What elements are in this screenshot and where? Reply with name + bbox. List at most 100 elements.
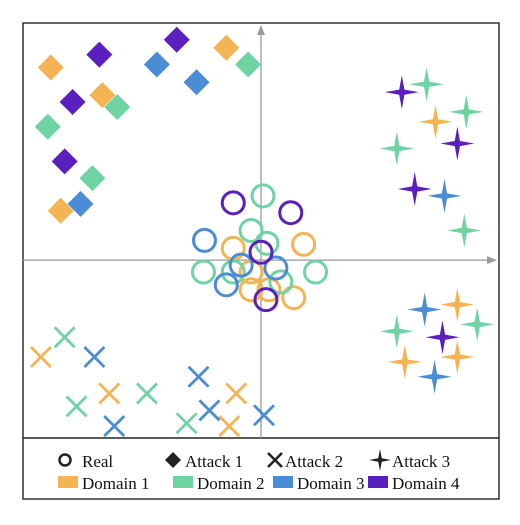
point-attack-3-domain-2	[447, 213, 482, 248]
point-attack-1-domain-4	[163, 26, 190, 53]
point-attack-3-domain-4	[397, 172, 432, 206]
legend-item-attack-2: Attack 2	[267, 452, 343, 471]
point-attack-3-domain-2	[379, 314, 414, 349]
point-attack-1-domain-4	[59, 89, 86, 116]
point-attack-1-domain-1	[37, 54, 64, 81]
point-attack-3-domain-3	[407, 292, 442, 327]
point-attack-3-domain-2	[449, 94, 484, 129]
legend-item-attack-3: Attack 3	[369, 449, 450, 471]
point-attack-2-domain-2	[65, 395, 88, 418]
legend-swatch	[273, 476, 293, 488]
legend-swatch	[58, 476, 78, 488]
point-attack-1-domain-4	[51, 148, 78, 175]
point-attack-3-domain-2	[460, 307, 495, 342]
point-attack-1-domain-3	[67, 190, 94, 217]
point-real-domain-2	[220, 259, 246, 285]
point-attack-2-domain-2	[135, 382, 158, 405]
series-attack-2-domain-2	[53, 326, 198, 435]
legend-swatch	[173, 476, 193, 488]
point-attack-1-domain-1	[89, 82, 116, 109]
point-attack-2-domain-2	[53, 326, 76, 349]
point-real-domain-4	[278, 200, 304, 226]
legend-item-real: Real	[58, 452, 113, 471]
point-attack-2-domain-2	[175, 412, 198, 435]
legend-item-domain-1: Domain 1	[58, 474, 150, 493]
point-real-domain-2	[268, 269, 294, 295]
point-attack-1-domain-3	[143, 51, 170, 78]
series-attack-3-domain-3	[407, 178, 462, 394]
series-attack-1-domain-2	[34, 51, 262, 192]
legend-circle-icon	[58, 453, 72, 467]
legend-label: Real	[82, 452, 113, 471]
point-attack-3-domain-1	[440, 287, 475, 322]
point-attack-2-domain-3	[83, 345, 106, 368]
point-attack-2-domain-3	[187, 365, 210, 388]
point-attack-1-domain-3	[183, 69, 210, 96]
series-attack-1-domain-4	[51, 26, 190, 175]
point-real-domain-4	[253, 287, 279, 313]
legend-item-attack-1: Attack 1	[165, 452, 243, 471]
point-attack-3-domain-4	[425, 320, 460, 355]
y-axis-arrow-icon	[257, 25, 265, 35]
point-real-domain-2	[238, 218, 264, 243]
point-attack-1-domain-2	[104, 93, 131, 120]
legend-item-domain-3: Domain 3	[273, 474, 365, 493]
point-attack-3-domain-1	[418, 104, 453, 139]
point-attack-1-domain-1	[213, 34, 240, 61]
x-axis-arrow-icon	[487, 256, 497, 265]
series-attack-1-domain-1	[37, 34, 240, 224]
point-attack-3-domain-4	[384, 75, 419, 110]
point-real-domain-2	[190, 259, 216, 285]
point-real-domain-2	[250, 183, 276, 209]
legend-label: Domain 1	[82, 474, 150, 493]
point-attack-1-domain-4	[86, 41, 113, 68]
point-attack-1-domain-1	[47, 197, 74, 224]
point-attack-3-domain-3	[427, 178, 462, 213]
legend-diamond-icon	[165, 452, 181, 468]
legend: Real Attack 1 Attack 2 Attack 3 Domain 1 Doma…	[58, 449, 460, 493]
point-attack-3-domain-4	[440, 126, 475, 161]
series-attack-2-domain-3	[83, 345, 275, 438]
point-real-domain-4	[248, 239, 274, 265]
point-attack-2-domain-1	[225, 382, 248, 405]
point-real-domain-3	[228, 252, 254, 278]
series-attack-1-domain-3	[67, 51, 210, 217]
legend-label: Attack 2	[285, 452, 343, 471]
point-attack-3-domain-1	[387, 344, 422, 379]
point-real-domain-1	[291, 231, 317, 257]
point-real-domain-2	[303, 259, 329, 285]
series-attack-3-domain-2	[379, 67, 495, 349]
legend-label: Attack 1	[185, 452, 243, 471]
legend-item-domain-4: Domain 4	[368, 474, 460, 493]
point-attack-1-domain-2	[79, 165, 106, 192]
series-attack-3-domain-4	[384, 75, 475, 355]
legend-swatch	[368, 476, 388, 488]
point-attack-3-domain-3	[417, 359, 452, 394]
point-attack-2-domain-3	[198, 399, 221, 422]
point-attack-2-domain-1	[218, 415, 241, 438]
data-points	[29, 26, 495, 438]
legend-cross-icon	[267, 452, 283, 468]
series-attack-2-domain-1	[29, 345, 248, 438]
point-attack-3-domain-2	[409, 67, 444, 102]
point-real-domain-3	[263, 255, 289, 281]
point-attack-2-domain-1	[98, 382, 121, 405]
point-attack-1-domain-2	[235, 51, 262, 78]
legend-label: Attack 3	[392, 452, 450, 471]
legend-star-icon	[369, 449, 391, 471]
series-attack-3-domain-1	[387, 104, 475, 379]
legend-label: Domain 2	[197, 474, 265, 493]
series-real-domain-3	[191, 227, 289, 298]
series-real-domain-4	[220, 190, 304, 313]
point-attack-2-domain-3	[103, 415, 126, 438]
legend-item-domain-2: Domain 2	[173, 474, 265, 493]
point-attack-1-domain-2	[34, 113, 61, 140]
legend-label: Domain 3	[297, 474, 365, 493]
legend-label: Domain 4	[392, 474, 460, 493]
point-attack-3-domain-2	[379, 131, 414, 166]
point-real-domain-3	[213, 272, 239, 298]
point-attack-3-domain-1	[440, 339, 475, 374]
point-real-domain-3	[191, 227, 217, 253]
